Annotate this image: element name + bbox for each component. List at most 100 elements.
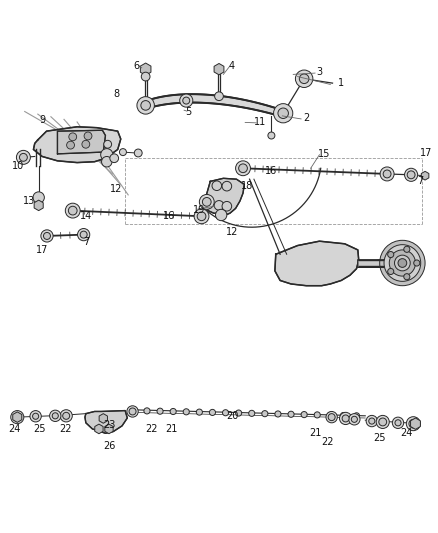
Circle shape	[131, 408, 137, 414]
Circle shape	[314, 412, 320, 418]
Circle shape	[19, 154, 27, 161]
Circle shape	[199, 195, 214, 209]
Circle shape	[288, 411, 294, 417]
Text: 7: 7	[417, 176, 423, 187]
Text: 21: 21	[165, 424, 177, 434]
Text: 13: 13	[23, 196, 35, 206]
Circle shape	[32, 413, 39, 419]
Circle shape	[183, 97, 190, 104]
Circle shape	[353, 413, 360, 419]
Circle shape	[134, 149, 142, 157]
Circle shape	[141, 101, 150, 110]
Text: 22: 22	[59, 424, 71, 434]
Text: 16: 16	[162, 211, 175, 221]
Circle shape	[388, 252, 394, 257]
Circle shape	[328, 414, 335, 421]
Circle shape	[342, 415, 349, 422]
Circle shape	[65, 203, 80, 218]
Circle shape	[409, 419, 418, 428]
Circle shape	[180, 94, 193, 107]
Circle shape	[384, 245, 421, 281]
Circle shape	[366, 415, 378, 427]
Circle shape	[141, 72, 150, 81]
Circle shape	[414, 260, 420, 266]
Text: 24: 24	[8, 424, 21, 434]
Circle shape	[249, 410, 255, 416]
Circle shape	[49, 410, 61, 422]
Circle shape	[214, 200, 224, 210]
Circle shape	[340, 413, 346, 418]
Circle shape	[395, 255, 410, 271]
Circle shape	[137, 96, 154, 114]
Circle shape	[209, 409, 215, 416]
Polygon shape	[275, 241, 359, 286]
Text: 1: 1	[338, 78, 344, 88]
Circle shape	[236, 410, 242, 416]
Polygon shape	[95, 424, 103, 434]
Circle shape	[110, 154, 119, 163]
Circle shape	[239, 164, 247, 173]
Text: 22: 22	[145, 424, 158, 434]
Text: 14: 14	[80, 211, 92, 221]
Circle shape	[223, 410, 229, 416]
Circle shape	[398, 259, 407, 268]
Circle shape	[144, 408, 150, 414]
Circle shape	[104, 140, 112, 148]
Circle shape	[60, 410, 72, 422]
Circle shape	[376, 415, 389, 429]
Polygon shape	[140, 63, 151, 75]
Text: 23: 23	[103, 419, 115, 430]
Circle shape	[351, 416, 357, 422]
Circle shape	[69, 133, 77, 141]
Circle shape	[392, 417, 404, 429]
Text: 15: 15	[318, 149, 330, 159]
Circle shape	[196, 409, 202, 415]
Circle shape	[236, 161, 251, 176]
Circle shape	[157, 408, 163, 414]
Circle shape	[369, 418, 375, 424]
Circle shape	[262, 410, 268, 417]
Text: 6: 6	[133, 61, 139, 71]
Circle shape	[63, 413, 70, 419]
Text: 4: 4	[229, 61, 235, 71]
Circle shape	[326, 411, 337, 423]
Circle shape	[404, 273, 410, 280]
Text: 11: 11	[254, 117, 267, 127]
Circle shape	[67, 141, 74, 149]
Polygon shape	[99, 414, 107, 423]
Text: 17: 17	[36, 245, 48, 255]
Circle shape	[388, 269, 394, 274]
Polygon shape	[57, 130, 106, 154]
Circle shape	[380, 167, 394, 181]
Circle shape	[33, 192, 44, 203]
Polygon shape	[358, 259, 403, 268]
Circle shape	[215, 92, 223, 101]
Circle shape	[80, 231, 87, 238]
Text: 9: 9	[39, 115, 45, 125]
Circle shape	[395, 420, 401, 426]
Circle shape	[404, 246, 410, 252]
Text: 24: 24	[401, 429, 413, 438]
Circle shape	[383, 170, 391, 178]
Text: 7: 7	[83, 238, 89, 247]
Circle shape	[82, 140, 90, 148]
Circle shape	[41, 230, 53, 242]
Circle shape	[379, 418, 387, 426]
Circle shape	[68, 206, 77, 215]
Polygon shape	[85, 410, 127, 433]
Circle shape	[349, 414, 360, 425]
Text: 17: 17	[420, 148, 433, 158]
Polygon shape	[13, 412, 22, 422]
Text: 5: 5	[185, 107, 191, 117]
Circle shape	[301, 411, 307, 418]
Circle shape	[268, 132, 275, 139]
Circle shape	[202, 198, 211, 206]
Polygon shape	[205, 179, 244, 215]
Text: 12: 12	[110, 184, 123, 194]
Circle shape	[129, 408, 136, 415]
Text: 10: 10	[12, 161, 24, 171]
Text: 8: 8	[113, 89, 120, 99]
Circle shape	[52, 413, 58, 419]
Circle shape	[274, 103, 293, 123]
Circle shape	[30, 410, 41, 422]
